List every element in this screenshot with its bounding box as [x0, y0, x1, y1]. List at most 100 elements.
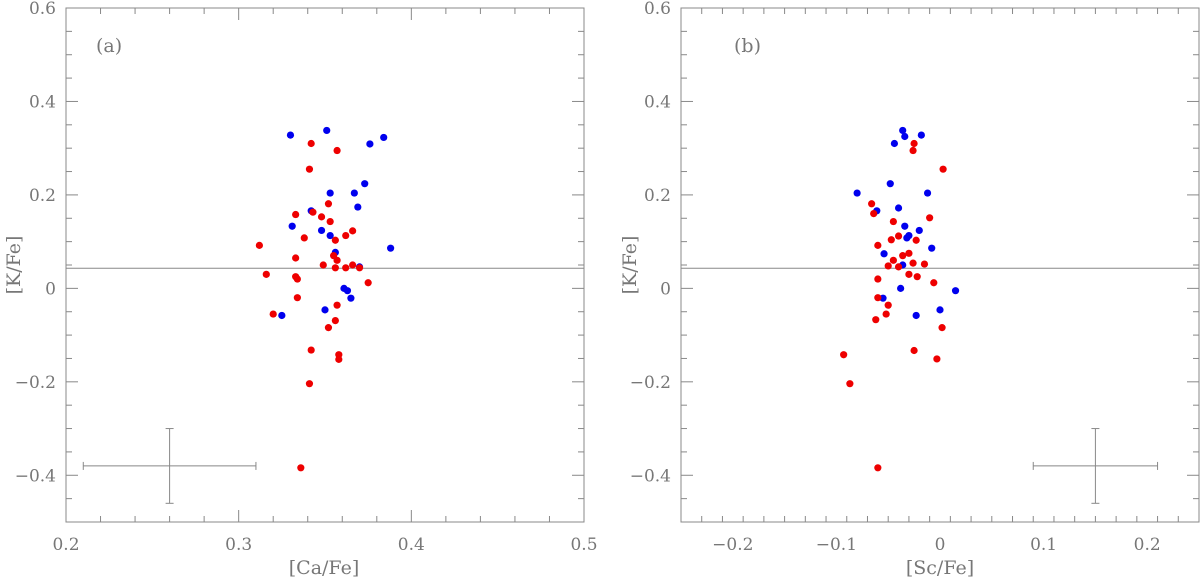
data-point-red-b: [905, 249, 913, 257]
data-point-red-b: [889, 217, 897, 226]
x-axis-label-a: [Ca/Fe]: [289, 557, 359, 579]
data-point-blue-a: [350, 189, 358, 197]
data-point-blue-a: [278, 311, 286, 320]
data-point-red-a: [309, 208, 317, 216]
data-point-blue-a: [366, 140, 374, 148]
panel-label-b: (b): [734, 35, 761, 57]
tick-labels-a: 0.2 0.3 0.4 0.5 −0.4 −0.2 0 0.2 0.4 0.6: [15, 0, 598, 555]
data-point-blue-b: [886, 180, 894, 188]
data-point-red-a: [331, 317, 339, 325]
data-point-red-b: [909, 259, 917, 267]
y-tick-label-b: −0.2: [630, 373, 671, 393]
data-point-red-a: [297, 464, 305, 472]
data-point-red-b: [905, 270, 913, 278]
data-point-blue-a: [354, 203, 362, 211]
panel-a: 0.2 0.3 0.4 0.5 −0.4 −0.2 0 0.2 0.4 0.6 (a) [Ca/F…: [3, 0, 598, 579]
data-point-red-b: [933, 355, 941, 363]
data-point-blue-b: [917, 131, 925, 139]
data-point-blue-b: [897, 284, 905, 292]
points-a: [255, 126, 395, 472]
ticks-a: [65, 7, 585, 523]
tick-labels-b: −0.2 −0.1 0 0.1 0.2 −0.4 −0.2 0 0.2 0.4 0.6: [630, 0, 1161, 555]
y-tick-label-a: 0.4: [29, 92, 56, 112]
data-point-blue-b: [901, 132, 909, 141]
data-point-blue-b: [951, 287, 960, 295]
data-point-red-b: [894, 232, 903, 240]
data-point-red-a: [333, 301, 341, 309]
data-point-red-b: [884, 262, 892, 270]
data-point-red-b: [868, 200, 876, 208]
data-point-red-a: [292, 254, 300, 262]
data-point-red-a: [319, 261, 327, 269]
y-tick-label-a: −0.4: [15, 466, 56, 486]
data-point-blue-a: [361, 180, 369, 188]
data-point-blue-a: [347, 294, 355, 302]
data-point-blue-b: [853, 189, 861, 197]
data-point-red-a: [307, 139, 315, 148]
data-point-blue-a: [326, 189, 334, 197]
data-point-red-b: [910, 346, 918, 355]
data-point-blue-a: [380, 133, 388, 142]
y-tick-label-a: 0.2: [29, 186, 56, 206]
data-point-red-a: [324, 200, 333, 208]
data-point-red-b: [884, 301, 892, 309]
data-point-red-a: [342, 264, 350, 272]
data-point-red-b: [872, 316, 880, 324]
data-point-blue-b: [879, 294, 887, 302]
data-point-red-a: [355, 264, 364, 272]
data-point-blue-a: [387, 244, 395, 252]
data-point-blue-b: [901, 222, 909, 230]
points-b: [840, 126, 960, 472]
data-point-red-a: [342, 231, 350, 240]
data-point-red-b: [887, 236, 895, 244]
data-point-red-a: [305, 380, 314, 388]
data-point-red-b: [874, 294, 882, 302]
data-point-red-b: [894, 263, 903, 271]
error-bar-b: [1032, 428, 1159, 504]
error-bar-a: [82, 428, 257, 504]
data-point-blue-b: [880, 250, 888, 258]
data-point-blue-a: [321, 306, 329, 314]
data-point-red-a: [269, 310, 277, 318]
y-tick-label-b: −0.4: [630, 466, 671, 486]
data-point-red-b: [909, 146, 917, 155]
y-tick-label-a: 0.6: [29, 0, 56, 19]
data-point-blue-a: [326, 231, 334, 240]
data-point-red-b: [926, 214, 934, 222]
data-point-red-b: [938, 324, 946, 332]
data-point-blue-a: [343, 287, 352, 295]
data-point-red-b: [840, 351, 848, 359]
y-axis-label-b: [K/Fe]: [619, 236, 641, 295]
data-point-red-b: [882, 310, 890, 318]
data-point-blue-b: [890, 139, 899, 148]
data-point-blue-b: [894, 204, 903, 212]
ticks-b: [680, 7, 1200, 523]
data-point-red-b: [870, 210, 878, 218]
data-point-red-b: [846, 380, 854, 388]
y-tick-label-b: 0.2: [644, 186, 671, 206]
data-point-blue-b: [936, 306, 944, 314]
y-tick-label-a: −0.2: [15, 373, 56, 393]
data-point-red-a: [262, 270, 270, 278]
data-point-red-a: [333, 146, 341, 155]
data-point-red-a: [333, 256, 341, 264]
panel-b: −0.2 −0.1 0 0.1 0.2 −0.4 −0.2 0 0.2 0.4 0.6 (b) [S…: [619, 0, 1200, 579]
x-tick-label-b: −0.2: [712, 535, 753, 555]
data-point-red-b: [889, 256, 897, 264]
x-tick-label-b: 0.2: [1134, 535, 1161, 555]
data-point-red-a: [324, 324, 333, 332]
data-point-red-b: [913, 273, 921, 281]
data-point-red-a: [293, 294, 301, 302]
data-point-red-a: [331, 236, 339, 244]
data-point-red-a: [364, 279, 372, 287]
data-point-red-a: [326, 217, 334, 226]
data-point-red-b: [874, 464, 882, 472]
y-tick-label-b: 0.6: [644, 0, 671, 19]
data-point-red-a: [255, 241, 263, 249]
data-point-red-a: [331, 264, 339, 272]
data-point-red-b: [899, 252, 907, 260]
data-point-blue-a: [286, 131, 295, 139]
data-point-red-a: [307, 346, 315, 354]
y-tick-label-a: 0: [45, 279, 56, 299]
data-point-red-a: [293, 275, 301, 283]
